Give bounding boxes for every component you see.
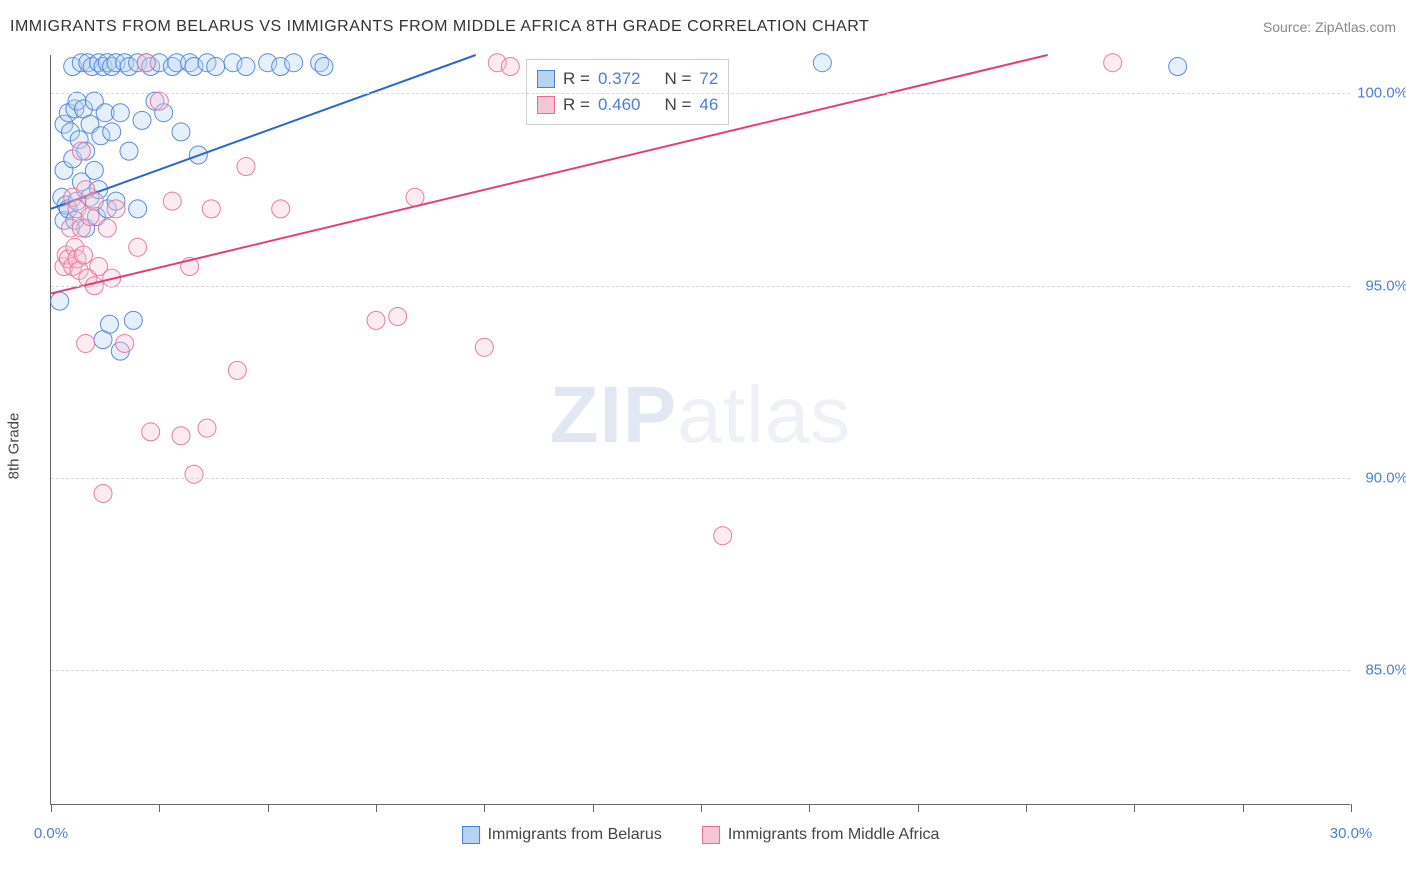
series-legend: Immigrants from Belarus Immigrants from …: [462, 826, 940, 844]
x-tick-label: 0.0%: [34, 825, 68, 842]
legend-n-value: 46: [699, 92, 718, 118]
scatter-point: [207, 58, 225, 76]
scatter-point: [389, 308, 407, 326]
legend-n-value: 72: [699, 66, 718, 92]
legend-swatch-icon: [462, 826, 480, 844]
legend-r-value: 0.460: [598, 92, 641, 118]
chart-title: IMMIGRANTS FROM BELARUS VS IMMIGRANTS FR…: [10, 18, 869, 36]
scatter-point: [501, 58, 519, 76]
scatter-point: [120, 142, 138, 160]
scatter-point: [1104, 54, 1122, 72]
scatter-point: [103, 123, 121, 141]
legend-n-label: N =: [664, 92, 691, 118]
y-tick-label: 90.0%: [1365, 470, 1406, 487]
scatter-point: [75, 246, 93, 264]
chart-svg: [51, 55, 1350, 804]
scatter-point: [272, 200, 290, 218]
scatter-point: [150, 92, 168, 110]
legend-r-label: R =: [563, 66, 590, 92]
scatter-point: [133, 111, 151, 129]
scatter-point: [129, 200, 147, 218]
legend-swatch-icon: [702, 826, 720, 844]
scatter-point: [228, 361, 246, 379]
scatter-point: [85, 192, 103, 210]
y-tick-label: 85.0%: [1365, 662, 1406, 679]
scatter-point: [202, 200, 220, 218]
scatter-point: [98, 219, 116, 237]
scatter-point: [237, 58, 255, 76]
scatter-point: [172, 427, 190, 445]
scatter-point: [163, 192, 181, 210]
scatter-point: [124, 311, 142, 329]
scatter-point: [137, 54, 155, 72]
legend-stats-box: R = 0.372 N = 72 R = 0.460 N = 46: [526, 59, 729, 125]
x-tick-label: 30.0%: [1330, 825, 1373, 842]
scatter-point: [185, 465, 203, 483]
y-tick-label: 95.0%: [1365, 277, 1406, 294]
series-legend-item: Immigrants from Belarus: [462, 826, 662, 844]
legend-swatch-icon: [537, 96, 555, 114]
legend-r-label: R =: [563, 92, 590, 118]
legend-stats-row: R = 0.372 N = 72: [537, 66, 718, 92]
scatter-point: [315, 58, 333, 76]
scatter-point: [172, 123, 190, 141]
legend-r-value: 0.372: [598, 66, 641, 92]
scatter-point: [101, 315, 119, 333]
series-legend-label: Immigrants from Middle Africa: [728, 826, 940, 844]
scatter-point: [714, 527, 732, 545]
legend-swatch-icon: [537, 70, 555, 88]
scatter-point: [406, 188, 424, 206]
scatter-point: [94, 484, 112, 502]
scatter-point: [813, 54, 831, 72]
scatter-point: [367, 311, 385, 329]
legend-stats-row: R = 0.460 N = 46: [537, 92, 718, 118]
scatter-point: [475, 338, 493, 356]
scatter-point: [51, 292, 69, 310]
scatter-point: [285, 54, 303, 72]
scatter-point: [111, 104, 129, 122]
legend-n-label: N =: [664, 66, 691, 92]
scatter-point: [142, 423, 160, 441]
scatter-point: [72, 142, 90, 160]
scatter-point: [77, 334, 95, 352]
y-tick-label: 100.0%: [1357, 85, 1406, 102]
plot-area: ZIPatlas R = 0.372 N = 72 R = 0.460 N = …: [50, 55, 1350, 805]
scatter-point: [1169, 58, 1187, 76]
scatter-point: [198, 419, 216, 437]
scatter-point: [237, 158, 255, 176]
source-label: Source: ZipAtlas.com: [1263, 19, 1396, 35]
scatter-point: [85, 161, 103, 179]
scatter-point: [107, 200, 125, 218]
series-legend-label: Immigrants from Belarus: [488, 826, 662, 844]
scatter-point: [129, 238, 147, 256]
title-bar: IMMIGRANTS FROM BELARUS VS IMMIGRANTS FR…: [10, 18, 1396, 36]
y-axis-label: 8th Grade: [6, 413, 23, 480]
scatter-point: [116, 334, 134, 352]
series-legend-item: Immigrants from Middle Africa: [702, 826, 940, 844]
